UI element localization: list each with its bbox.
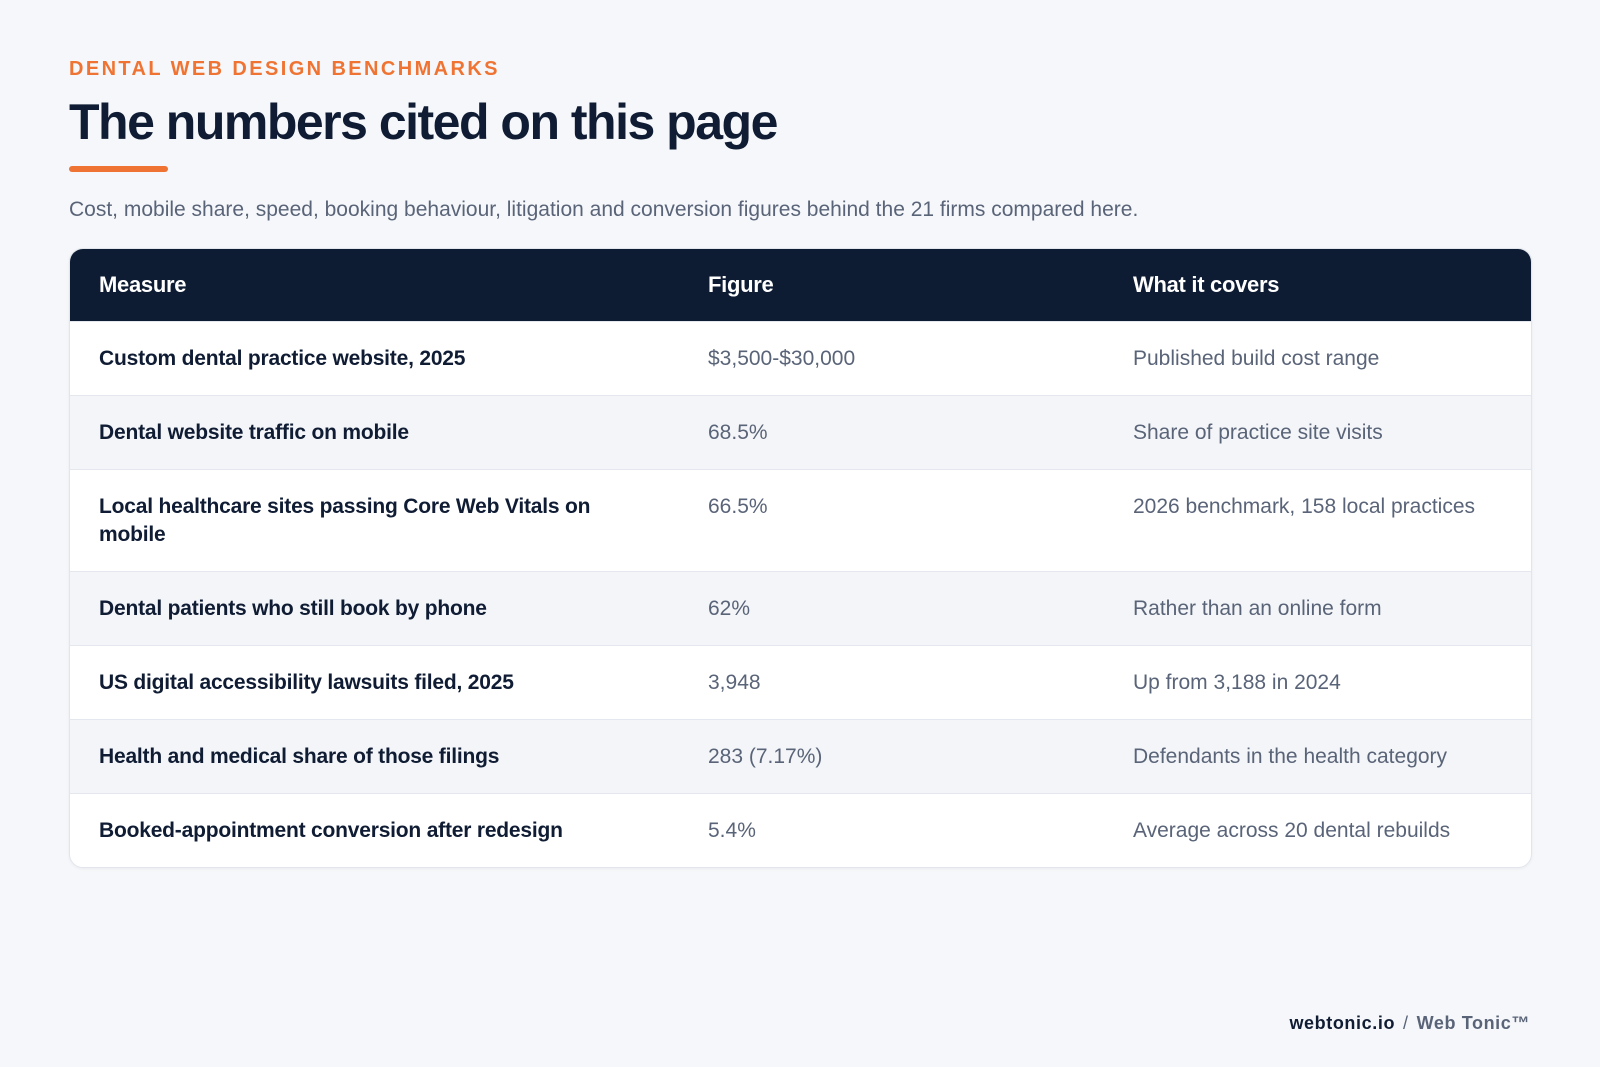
figure-cell: 3,948 (679, 644, 1104, 719)
column-header-covers: What it covers (1133, 271, 1280, 297)
figure-cell: $3,500-$30,000 (679, 320, 1104, 395)
covers-cell: Rather than an online form (1104, 570, 1531, 645)
measure-cell: Booked-appointment conversion after rede… (70, 792, 679, 867)
covers-cell: Defendants in the health category (1104, 718, 1531, 793)
column-header-figure: Figure (708, 271, 774, 297)
benchmarks-table: Measure Figure What it covers Custom den… (70, 249, 1531, 867)
page-subtitle: Cost, mobile share, speed, booking behav… (69, 198, 1139, 221)
figure-cell: 68.5% (679, 394, 1104, 469)
footer-brand: Web Tonic™ (1416, 1013, 1530, 1033)
measure-cell: US digital accessibility lawsuits filed,… (70, 644, 679, 719)
table-row: Dental website traffic on mobile 68.5% S… (70, 394, 1531, 469)
footer-site-link[interactable]: webtonic.io (1289, 1013, 1396, 1033)
table-row: Health and medical share of those filing… (70, 718, 1531, 793)
measure-cell: Health and medical share of those filing… (70, 718, 679, 793)
eyebrow-label: DENTAL WEB DESIGN BENCHMARKS (69, 58, 500, 80)
table-row: Local healthcare sites passing Core Web … (70, 468, 1531, 571)
page-title: The numbers cited on this page (69, 94, 778, 150)
covers-cell: Average across 20 dental rebuilds (1104, 792, 1531, 867)
measure-cell: Dental website traffic on mobile (70, 394, 679, 469)
figure-cell: 283 (7.17%) (679, 718, 1104, 793)
measure-cell: Local healthcare sites passing Core Web … (70, 468, 679, 571)
measure-cell: Dental patients who still book by phone (70, 570, 679, 645)
covers-cell: Published build cost range (1104, 320, 1531, 395)
benchmarks-table-card: Measure Figure What it covers Custom den… (69, 248, 1532, 868)
footer-credit: webtonic.io / Web Tonic™ (1289, 1013, 1530, 1034)
figure-cell: 66.5% (679, 468, 1104, 571)
covers-cell: Up from 3,188 in 2024 (1104, 644, 1531, 719)
covers-cell: 2026 benchmark, 158 local practices (1104, 468, 1531, 571)
table-row: US digital accessibility lawsuits filed,… (70, 644, 1531, 719)
figure-cell: 5.4% (679, 792, 1104, 867)
table-header-row: Measure Figure What it covers (70, 249, 1531, 321)
covers-cell: Share of practice site visits (1104, 394, 1531, 469)
measure-cell: Custom dental practice website, 2025 (70, 320, 679, 395)
table-row: Booked-appointment conversion after rede… (70, 792, 1531, 867)
title-accent-bar (69, 166, 168, 172)
table-row: Dental patients who still book by phone … (70, 570, 1531, 645)
figure-cell: 62% (679, 570, 1104, 645)
footer-separator: / (1403, 1013, 1409, 1033)
column-header-measure: Measure (99, 271, 187, 297)
table-row: Custom dental practice website, 2025 $3,… (70, 320, 1531, 395)
